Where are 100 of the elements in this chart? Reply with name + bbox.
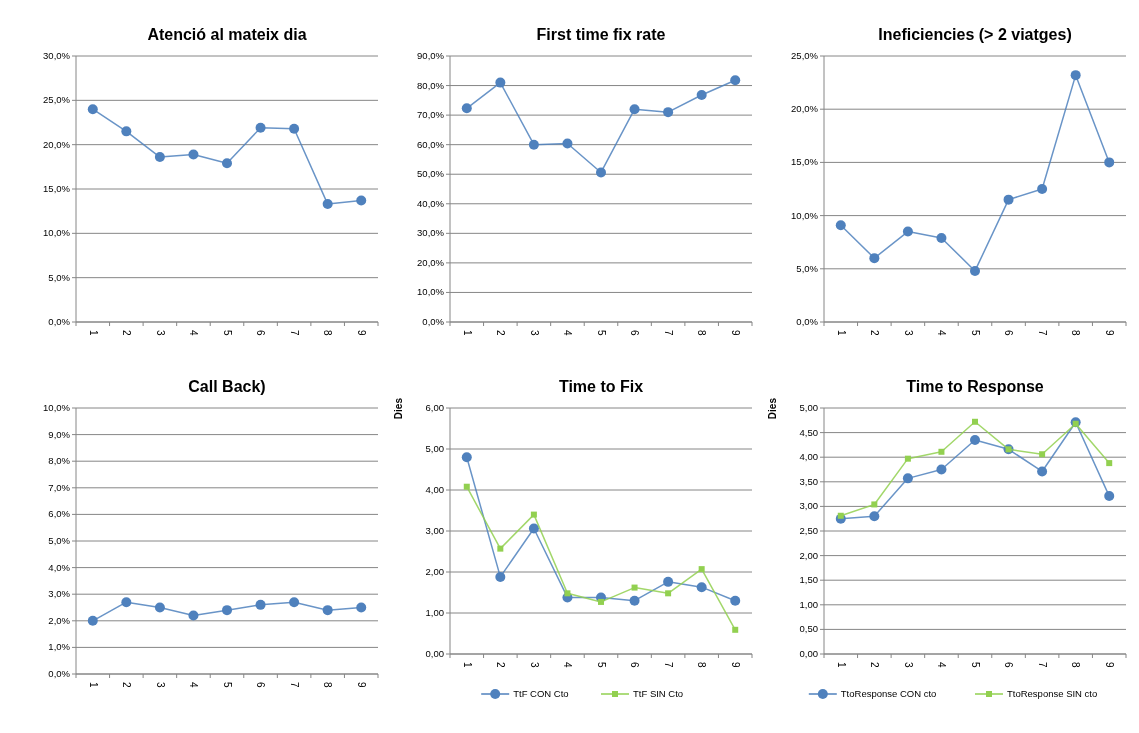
y-tick-label: 9,0% [48,428,71,440]
y-tick-label: 10,0% [43,227,71,239]
x-tick-label: 1 [835,662,847,668]
y-tick-label: 15,0% [791,156,819,168]
y-tick-label: 3,00 [799,500,818,512]
y-tick-label: 1,0% [48,641,71,653]
y-tick-label: 3,00 [425,525,444,537]
x-tick-label: 2 [869,330,881,336]
y-tick-label: 25,0% [43,94,71,106]
x-tick-label: 1 [461,330,473,336]
x-tick-label: 7 [662,662,674,668]
x-tick-label: 5 [221,330,233,336]
x-tick-label: 6 [629,330,641,336]
legend-label: TtoResponse CON cto [840,688,937,700]
y-tick-label: 50,0% [417,168,445,180]
x-tick-label: 4 [936,330,948,336]
y-tick-label: 4,0% [48,561,71,573]
y-tick-label: 15,0% [43,183,71,195]
chart-title: Atenció al mateix dia [147,26,307,43]
x-tick-label: 7 [1036,330,1048,336]
y-tick-label: 80,0% [417,79,445,91]
legend-label: TtF SIN Cto [633,688,684,700]
y-tick-label: 1,50 [799,574,818,586]
x-tick-label: 7 [662,330,674,336]
x-tick-label: 3 [902,330,914,336]
x-tick-label: 4 [188,330,200,336]
y-tick-label: 30,0% [43,50,71,62]
x-tick-label: 8 [1070,330,1082,336]
x-tick-label: 5 [969,662,981,668]
y-tick-label: 30,0% [417,227,445,239]
y-tick-label: 0,0% [48,316,71,328]
x-tick-label: 3 [902,662,914,668]
y-tick-label: 3,50 [799,475,818,487]
x-tick-label: 5 [595,662,607,668]
y-tick-label: 0,0% [796,316,819,328]
x-tick-label: 9 [730,330,742,336]
x-tick-label: 8 [322,330,334,336]
x-tick-label: 1 [87,682,99,688]
y-tick-label: 5,00 [799,402,818,414]
x-tick-label: 1 [461,662,473,668]
chart-title: First time fix rate [536,26,666,43]
x-tick-label: 4 [188,682,200,688]
legend-label: TtF CON Cto [513,688,569,700]
x-tick-label: 6 [1003,662,1015,668]
y-tick-label: 60,0% [417,138,445,150]
x-tick-label: 3 [528,330,540,336]
y-tick-label: 20,0% [417,256,445,268]
y-tick-label: 10,0% [791,209,819,221]
chart-title: Time to Response [906,378,1044,395]
chart-title: Call Back) [188,378,266,395]
y-tick-label: 7,0% [48,481,71,493]
y-tick-label: 0,0% [48,668,71,680]
x-tick-label: 8 [696,330,708,336]
y-axis-title: Dies [393,397,404,420]
y-tick-label: 4,00 [799,451,818,463]
x-tick-label: 6 [255,682,267,688]
y-axis-title: Dies [767,397,778,420]
y-tick-label: 1,00 [799,598,818,610]
y-tick-label: 25,0% [791,50,819,62]
x-tick-label: 8 [1070,662,1082,668]
chart-title: Ineficiencies (> 2 viatges) [878,26,1072,43]
x-tick-label: 2 [121,330,133,336]
y-tick-label: 90,0% [417,50,445,62]
y-tick-label: 0,00 [425,648,444,660]
y-tick-label: 2,50 [799,525,818,537]
x-tick-label: 4 [936,662,948,668]
x-tick-label: 9 [730,662,742,668]
y-tick-label: 5,0% [48,535,71,547]
y-tick-label: 5,0% [796,262,819,274]
legend-label: TtoResponse SIN cto [1007,688,1098,700]
y-tick-label: 8,0% [48,455,71,467]
x-tick-label: 4 [562,330,574,336]
x-tick-label: 9 [356,330,368,336]
y-tick-label: 5,0% [48,271,71,283]
y-tick-label: 4,00 [425,484,444,496]
y-tick-label: 0,00 [799,648,818,660]
y-tick-label: 2,0% [48,614,71,626]
y-tick-label: 2,00 [425,566,444,578]
y-tick-label: 6,0% [48,508,71,520]
y-tick-label: 10,0% [43,402,71,414]
y-tick-label: 1,00 [425,607,444,619]
y-tick-label: 40,0% [417,197,445,209]
x-tick-label: 3 [154,330,166,336]
x-tick-label: 8 [696,662,708,668]
x-tick-label: 6 [1003,330,1015,336]
x-tick-label: 2 [869,662,881,668]
y-tick-label: 70,0% [417,109,445,121]
x-tick-label: 4 [562,662,574,668]
x-tick-label: 7 [288,330,300,336]
x-tick-label: 7 [288,682,300,688]
x-tick-label: 9 [356,682,368,688]
x-tick-label: 7 [1036,662,1048,668]
x-tick-label: 2 [121,682,133,688]
x-tick-label: 3 [528,662,540,668]
x-tick-label: 1 [87,330,99,336]
y-tick-label: 3,0% [48,588,71,600]
x-tick-label: 9 [1104,662,1116,668]
x-tick-label: 9 [1104,330,1116,336]
y-tick-label: 20,0% [791,103,819,115]
chart-title: Time to Fix [558,378,644,395]
